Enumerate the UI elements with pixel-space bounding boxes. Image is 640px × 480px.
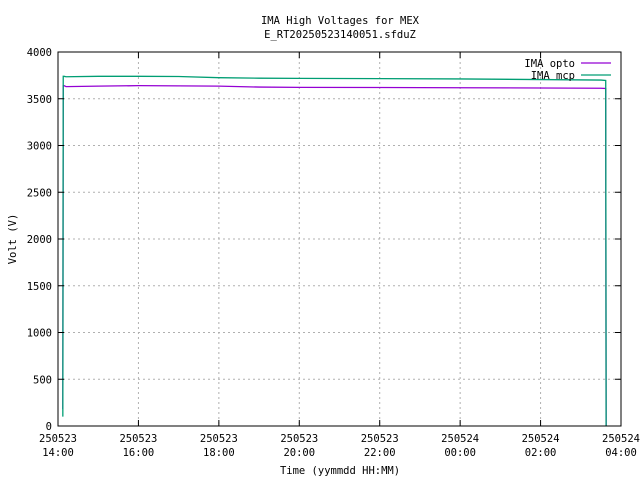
x-axis-label: Time (yymmdd HH:MM) (280, 465, 400, 477)
series-line-ima-mcp (62, 75, 607, 427)
y-tick-label: 2500 (27, 187, 52, 199)
y-tick-label: 3500 (27, 94, 52, 106)
x-tick-date-label: 250523 (119, 433, 157, 445)
series-line-ima-opto (62, 85, 607, 427)
y-tick-label: 4000 (27, 47, 52, 59)
y-tick-label: 1500 (27, 281, 52, 293)
y-tick-label: 1000 (27, 328, 52, 340)
x-tick-date-label: 250524 (441, 433, 479, 445)
x-tick-date-label: 250524 (602, 433, 640, 445)
x-tick-date-label: 250524 (522, 433, 560, 445)
x-tick-time-label: 14:00 (42, 447, 74, 459)
chart-subtitle: E_RT20250523140051.sfduZ (264, 29, 416, 41)
x-tick-date-label: 250523 (200, 433, 238, 445)
x-tick-date-label: 250523 (280, 433, 318, 445)
x-tick-time-label: 20:00 (283, 447, 315, 459)
x-axis-ticks: 250523 14:00 250523 16:00 250523 18:00 250523 2… (39, 52, 640, 459)
x-tick-date-label: 250523 (361, 433, 399, 445)
y-tick-label: 0 (46, 421, 52, 433)
x-tick-time-label: 16:00 (123, 447, 155, 459)
x-tick-time-label: 18:00 (203, 447, 235, 459)
x-tick-time-label: 02:00 (525, 447, 557, 459)
y-tick-label: 500 (33, 374, 52, 386)
chart-title: IMA High Voltages for MEX (261, 15, 420, 27)
x-tick-time-label: 22:00 (364, 447, 396, 459)
x-tick-time-label: 04:00 (605, 447, 637, 459)
legend-label: IMA opto (524, 58, 575, 70)
legend-label: IMA mcp (531, 70, 575, 82)
y-axis-ticks: 0 500 1000 1500 2000 2500 3000 3500 4000 (27, 47, 621, 433)
y-axis-label: Volt (V) (7, 214, 19, 265)
y-tick-label: 3000 (27, 141, 52, 153)
y-tick-label: 2000 (27, 234, 52, 246)
x-tick-time-label: 00:00 (444, 447, 476, 459)
grid-lines (58, 52, 621, 426)
series-lines (62, 75, 607, 427)
x-tick-date-label: 250523 (39, 433, 77, 445)
